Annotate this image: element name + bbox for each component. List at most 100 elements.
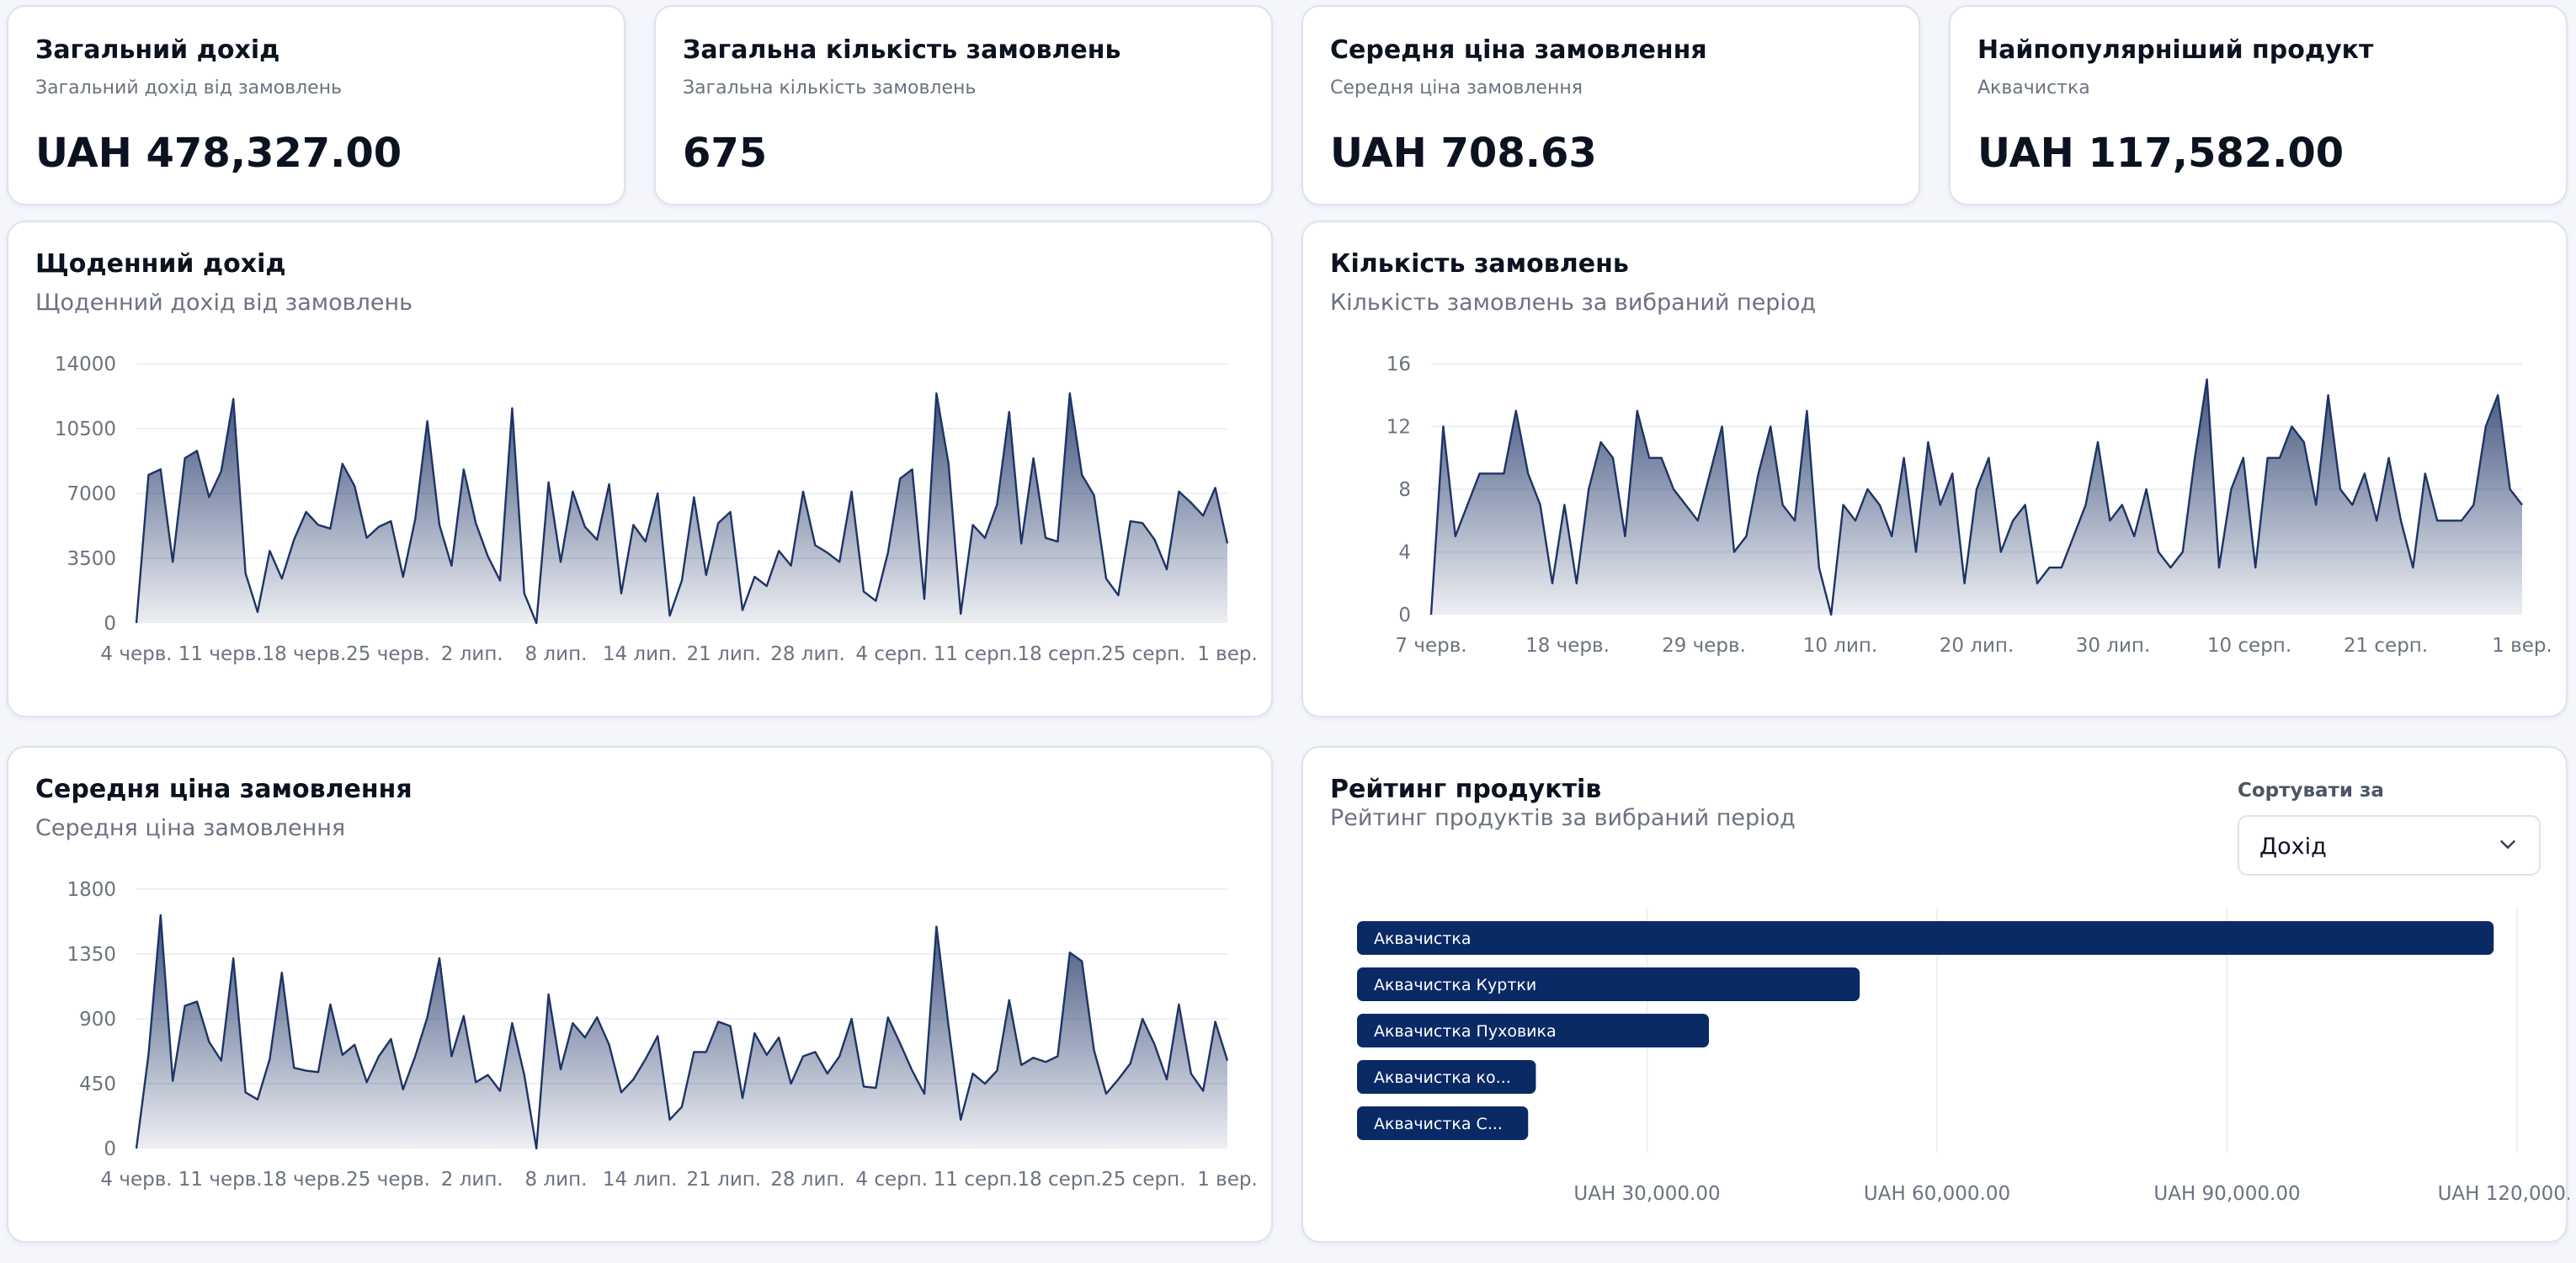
bar-label: Аквачистка ко... <box>1374 1068 1511 1087</box>
x-tick-label: UAH 60,000.00 <box>1864 1183 2010 1205</box>
sort-select-value: Дохід <box>2259 834 2327 860</box>
x-tick-label: 2 лип. <box>441 1169 503 1191</box>
x-tick-label: 18 черв. <box>262 643 346 665</box>
kpi-title: Середня ціна замовлення <box>1330 35 1707 65</box>
product-rating-card: Рейтинг продуктів Рейтинг продуктів за в… <box>1301 746 2569 1243</box>
y-tick-label: 1350 <box>67 944 116 966</box>
x-tick-label: 25 серп. <box>1101 1169 1185 1191</box>
y-tick-label: 900 <box>79 1009 116 1031</box>
kpi-card-top-product: Найпопулярніший продукт Аквачистка UAH 1… <box>1949 5 2568 205</box>
x-tick-label: 30 лип. <box>2076 635 2151 657</box>
y-tick-label: 0 <box>1398 605 1411 626</box>
kpi-subtitle: Загальна кількість замовлень <box>683 77 977 99</box>
x-tick-label: 10 лип. <box>1803 635 1878 657</box>
x-tick-label: 25 серп. <box>1101 643 1185 665</box>
x-tick-label: 4 серп. <box>855 643 928 665</box>
x-tick-label: 8 лип. <box>524 1169 587 1191</box>
chart-title: Щоденний дохід <box>35 249 286 279</box>
kpi-subtitle: Загальний дохід від замовлень <box>35 77 343 99</box>
y-tick-label: 0 <box>104 613 116 635</box>
chart-subtitle: Рейтинг продуктів за вибраний період <box>1330 805 1796 831</box>
x-tick-label: 14 лип. <box>603 1169 678 1191</box>
y-tick-label: 450 <box>79 1074 116 1095</box>
daily-revenue-card: Щоденний дохід Щоденний дохід від замовл… <box>7 221 1273 717</box>
kpi-value: UAH 117,582.00 <box>1977 130 2344 177</box>
bar <box>1357 1106 1529 1140</box>
x-tick-label: 4 черв. <box>100 1169 172 1191</box>
series-area <box>136 393 1227 623</box>
series-line <box>135 392 1229 625</box>
bar-label: Аквачистка С... <box>1374 1115 1503 1133</box>
x-tick-label: 28 лип. <box>770 1169 845 1191</box>
bar <box>1357 967 1860 1001</box>
x-tick-label: 11 черв. <box>178 1169 263 1191</box>
y-tick-label: 12 <box>1386 417 1411 439</box>
x-tick-label: 7 черв. <box>1395 635 1466 657</box>
x-tick-label: UAH 120,000.00 <box>2438 1183 2569 1205</box>
x-tick-label: 2 лип. <box>441 643 503 665</box>
x-tick-label: UAH 90,000.00 <box>2153 1183 2300 1205</box>
chart-title: Кількість замовлень <box>1330 249 1629 279</box>
bar <box>1357 1014 1709 1047</box>
avg-price-card: Середня ціна замовлення Середня ціна зам… <box>7 746 1273 1243</box>
sort-select[interactable]: Дохід <box>2238 815 2541 876</box>
x-tick-label: 18 серп. <box>1017 643 1101 665</box>
x-tick-label: 11 серп. <box>934 643 1018 665</box>
y-tick-label: 16 <box>1386 354 1411 376</box>
x-tick-label: 28 лип. <box>770 643 845 665</box>
order-count-card: Кількість замовлень Кількість замовлень … <box>1301 221 2568 717</box>
x-tick-label: 14 лип. <box>603 643 678 665</box>
x-tick-label: 20 лип. <box>1940 635 2014 657</box>
chevron-down-icon <box>2500 840 2515 849</box>
series-area <box>136 914 1227 1148</box>
chart-title: Середня ціна замовлення <box>35 775 412 804</box>
chart-title: Рейтинг продуктів <box>1330 775 1602 804</box>
x-tick-label: 21 серп. <box>2344 635 2428 657</box>
x-tick-label: 11 черв. <box>178 643 263 665</box>
x-tick-label: 1 вер. <box>1197 1169 1258 1191</box>
kpi-subtitle: Аквачистка <box>1977 77 2090 99</box>
y-tick-label: 4 <box>1398 542 1411 564</box>
kpi-value: UAH 708.63 <box>1330 130 1597 177</box>
series-line <box>1429 378 2523 616</box>
kpi-card-avg-price: Середня ціна замовлення Середня ціна зам… <box>1301 5 1920 205</box>
y-tick-label: 10500 <box>55 418 116 440</box>
x-tick-label: 18 серп. <box>1017 1169 1101 1191</box>
x-tick-label: 18 черв. <box>262 1169 346 1191</box>
kpi-card-total-revenue: Загальний дохід Загальний дохід від замо… <box>7 5 625 205</box>
bar <box>1357 1060 1536 1094</box>
x-tick-label: 21 лип. <box>687 643 762 665</box>
x-tick-label: 21 лип. <box>687 1169 762 1191</box>
kpi-subtitle: Середня ціна замовлення <box>1330 77 1583 99</box>
x-tick-label: 4 серп. <box>855 1169 928 1191</box>
x-tick-label: 1 вер. <box>2492 635 2552 657</box>
x-tick-label: 29 черв. <box>1662 635 1746 657</box>
bar <box>1357 921 2494 955</box>
x-tick-label: 10 серп. <box>2207 635 2291 657</box>
x-tick-label: 25 черв. <box>346 1169 430 1191</box>
x-tick-label: 25 черв. <box>346 643 430 665</box>
kpi-title: Найпопулярніший продукт <box>1977 35 2374 65</box>
bar-label: Аквачистка Пуховика <box>1374 1022 1557 1041</box>
kpi-value: 675 <box>683 130 768 177</box>
x-tick-label: 18 черв. <box>1525 635 1610 657</box>
y-tick-label: 8 <box>1398 479 1411 501</box>
x-tick-label: 8 лип. <box>524 643 587 665</box>
series-line <box>135 914 1229 1150</box>
kpi-title: Загальний дохід <box>35 35 280 65</box>
sort-label: Сортувати за <box>2238 780 2384 802</box>
y-tick-label: 7000 <box>67 483 116 505</box>
y-tick-label: 14000 <box>55 354 116 376</box>
bar-label: Аквачистка Куртки <box>1374 976 1536 994</box>
daily-revenue-chart: 0 3500 7000 10500 14000 4 черв. 11 черв. 18 чер… <box>55 354 1258 665</box>
kpi-card-total-orders: Загальна кількість замовлень Загальна кі… <box>654 5 1273 205</box>
y-tick-label: 0 <box>104 1138 116 1160</box>
order-count-chart: 0 4 8 12 16 7 черв. 18 черв. 29 черв. 10 лип. 20 … <box>1386 354 2552 657</box>
product-rating-chart: UAH 30,000.00 UAH 60,000.00 UAH 90,000.00 U… <box>1357 908 2569 1205</box>
kpi-value: UAH 478,327.00 <box>35 130 402 177</box>
bar-label: Аквачистка <box>1374 930 1472 948</box>
kpi-title: Загальна кількість замовлень <box>683 35 1121 65</box>
chart-subtitle: Середня ціна замовлення <box>35 815 346 841</box>
chart-subtitle: Кількість замовлень за вибраний період <box>1330 290 1817 316</box>
